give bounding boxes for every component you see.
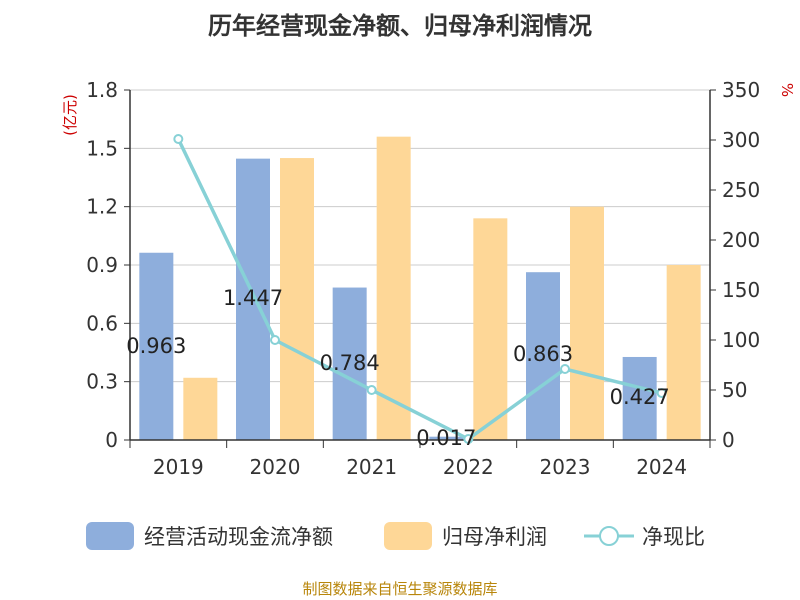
- left-axis-unit: (亿元): [61, 94, 79, 136]
- bar-net-profit: [280, 158, 314, 441]
- left-tick-label: 0.6: [86, 311, 118, 335]
- ratio-point: [173, 134, 184, 144]
- bar-operating-cashflow: [622, 356, 657, 440]
- right-tick-label: 300: [722, 128, 760, 152]
- bar-net-profit: [183, 377, 218, 440]
- axes: 0 0.3 0.6 0.9 1.2 1.5 1.8 0 50 100 150 200 250 300 350…: [86, 78, 760, 479]
- data-labels: 0.963 1.447 0.784 0.017 0.863 0.427: [126, 286, 669, 450]
- left-tick-label: 1.2: [86, 195, 118, 219]
- left-tick-label: 0.3: [86, 370, 118, 394]
- ratio-point: [270, 335, 280, 345]
- bar-net-profit: [376, 136, 411, 440]
- x-tick-label: 2023: [540, 455, 591, 479]
- data-label: 0.784: [320, 351, 380, 375]
- right-tick-label: 200: [722, 228, 760, 252]
- bar-net-profit: [570, 206, 604, 440]
- right-tick-label: 250: [722, 178, 760, 202]
- bar-operating-cashflow: [139, 252, 174, 440]
- bar-operating-cashflow: [332, 287, 367, 440]
- legend-swatch-net-profit: [384, 522, 432, 550]
- chart-title: 历年经营现金净额、归母净利润情况: [208, 12, 592, 40]
- ratio-point: [560, 364, 570, 374]
- grid-lines: [130, 89, 710, 383]
- legend-label-operating-cashflow: 经营活动现金流净额: [144, 525, 333, 549]
- right-axis-unit: %: [778, 83, 796, 97]
- legend-swatch-ratio-point: [599, 526, 619, 546]
- x-tick-label: 2019: [153, 455, 204, 479]
- ratio-point: [656, 388, 667, 398]
- bar-operating-cashflow: [526, 272, 560, 440]
- x-tick-label: 2024: [636, 455, 687, 479]
- legend: 经营活动现金流净额 归母净利润 净现比: [86, 522, 705, 550]
- ratio-line-path: [176, 138, 663, 442]
- legend-label-net-profit: 归母净利润: [442, 525, 547, 549]
- right-tick-label: 50: [722, 378, 747, 402]
- x-tick-label: 2022: [443, 455, 494, 479]
- data-label: 0.017: [416, 426, 476, 450]
- x-tick-label: 2020: [250, 455, 301, 479]
- ratio-point: [463, 434, 474, 444]
- bar-net-profit: [666, 265, 701, 440]
- legend-label-ratio: 净现比: [642, 525, 705, 549]
- right-tick-label: 350: [722, 78, 760, 102]
- left-tick-label: 1.5: [86, 136, 118, 160]
- data-label: 0.427: [610, 385, 670, 409]
- ratio-point: [366, 385, 377, 395]
- right-tick-label: 100: [722, 328, 760, 352]
- left-tick-label: 0.9: [86, 253, 118, 277]
- right-tick-label: 0: [722, 428, 735, 452]
- bars: [139, 136, 701, 441]
- x-tick-label: 2021: [346, 455, 397, 479]
- left-tick-label: 0: [105, 428, 118, 452]
- bar-net-profit: [473, 218, 508, 440]
- data-label: 0.963: [126, 334, 186, 358]
- left-tick-label: 1.8: [86, 78, 118, 102]
- right-tick-label: 150: [722, 278, 760, 302]
- bar-operating-cashflow: [236, 158, 270, 440]
- data-label: 0.863: [513, 342, 573, 366]
- legend-swatch-operating-cashflow: [86, 522, 134, 550]
- source-note: 制图数据来自恒生聚源数据库: [302, 580, 497, 598]
- data-label: 1.447: [223, 286, 283, 310]
- ratio-line: [173, 134, 667, 444]
- bar-operating-cashflow: [429, 436, 464, 440]
